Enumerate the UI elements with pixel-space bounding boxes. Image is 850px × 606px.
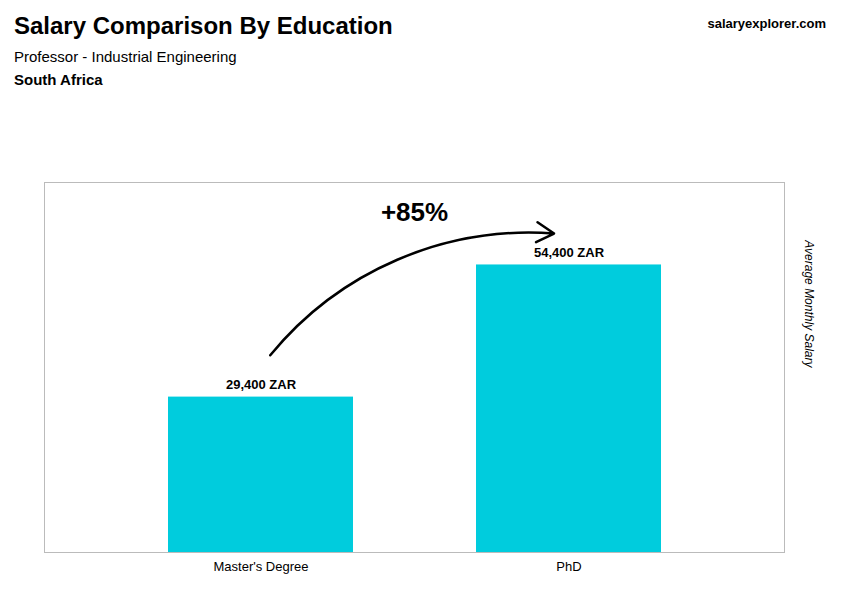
svg-text:Master's Degree: Master's Degree: [214, 559, 309, 574]
svg-text:54,400 ZAR: 54,400 ZAR: [534, 245, 605, 260]
svg-text:PhD: PhD: [556, 559, 581, 574]
svg-text:29,400 ZAR: 29,400 ZAR: [226, 377, 297, 392]
html-text:Salary Comparison By Education: Salary Comparison By Education: [14, 12, 393, 39]
html-text:salaryexplorer.com: salaryexplorer.com: [707, 16, 826, 31]
html-text:South Africa: South Africa: [14, 71, 103, 88]
svg-text:+85%: +85%: [381, 197, 448, 227]
svg-text:Average Monthly Salary: Average Monthly Salary: [802, 239, 816, 368]
html-text:Professor - Industrial Enginee: Professor - Industrial Engineering: [14, 48, 237, 65]
